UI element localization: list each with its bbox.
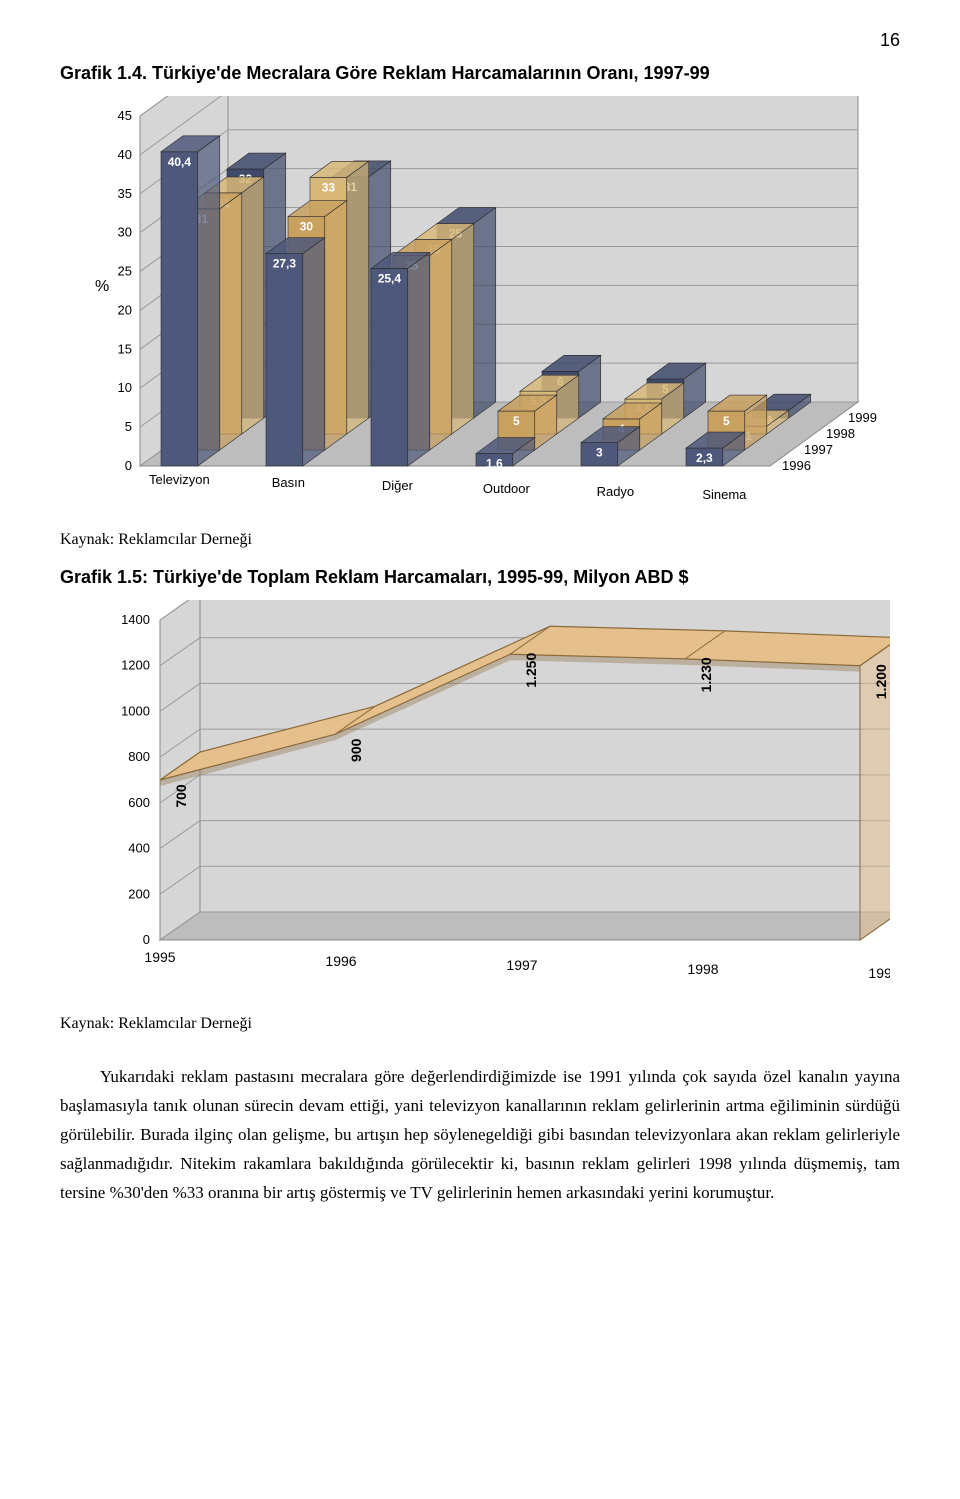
svg-text:1.250: 1.250 (523, 653, 539, 688)
svg-text:1998: 1998 (687, 961, 718, 977)
svg-text:25,4: 25,4 (378, 271, 402, 285)
svg-text:1.200: 1.200 (873, 664, 889, 699)
chart1-container: 051015202530354045%32313140,4Televizyon3… (70, 96, 890, 521)
svg-text:45: 45 (118, 108, 132, 123)
svg-text:1997: 1997 (506, 957, 537, 973)
svg-text:1998: 1998 (826, 426, 855, 441)
svg-text:0: 0 (143, 932, 150, 947)
chart2-source: Kaynak: Reklamcılar Derneği (60, 1015, 900, 1033)
svg-text:0: 0 (125, 458, 132, 473)
chart2-container: 0 200 400 600 800 1000 1200 1400 700 900 1.250 1.23… (70, 600, 890, 1005)
svg-text:25: 25 (118, 264, 132, 279)
svg-text:700: 700 (173, 784, 189, 808)
svg-text:27,3: 27,3 (273, 257, 297, 271)
body-paragraph: Yukarıdaki reklam pastasını mecralara gö… (60, 1063, 900, 1207)
chart2-svg: 0 200 400 600 800 1000 1200 1400 700 900 1.250 1.23… (70, 600, 890, 1000)
svg-text:5: 5 (513, 414, 520, 428)
svg-text:10: 10 (118, 380, 132, 395)
svg-text:20: 20 (118, 302, 132, 317)
svg-text:200: 200 (128, 886, 150, 901)
svg-text:3: 3 (596, 446, 603, 460)
svg-text:1999: 1999 (848, 410, 877, 425)
chart1-title: Grafik 1.4. Türkiye'de Mecralara Göre Re… (60, 63, 900, 84)
svg-text:900: 900 (348, 738, 364, 762)
svg-text:5: 5 (125, 419, 132, 434)
svg-text:30: 30 (118, 225, 132, 240)
svg-text:400: 400 (128, 841, 150, 856)
svg-text:40: 40 (118, 147, 132, 162)
svg-text:40,4: 40,4 (168, 155, 192, 169)
svg-text:35: 35 (118, 186, 132, 201)
svg-text:15: 15 (118, 341, 132, 356)
svg-text:600: 600 (128, 795, 150, 810)
svg-text:1,6: 1,6 (486, 457, 503, 471)
svg-text:Outdoor: Outdoor (483, 481, 531, 496)
svg-text:1.230: 1.230 (698, 657, 714, 692)
svg-text:1999: 1999 (868, 965, 890, 981)
chart2-title: Grafik 1.5: Türkiye'de Toplam Reklam Har… (60, 567, 900, 588)
svg-text:Televizyon: Televizyon (149, 472, 210, 487)
svg-text:1000: 1000 (121, 703, 150, 718)
chart1-source: Kaynak: Reklamcılar Derneği (60, 531, 900, 549)
svg-text:1997: 1997 (804, 442, 833, 457)
svg-text:800: 800 (128, 749, 150, 764)
svg-text:%: % (95, 278, 109, 295)
svg-text:Sinema: Sinema (702, 487, 747, 502)
svg-text:Radyo: Radyo (597, 484, 635, 499)
svg-text:1200: 1200 (121, 658, 150, 673)
svg-text:33: 33 (322, 180, 336, 194)
svg-text:1996: 1996 (782, 458, 811, 473)
svg-text:2,3: 2,3 (696, 451, 713, 465)
svg-text:1995: 1995 (144, 949, 175, 965)
page-number: 16 (60, 30, 900, 51)
svg-text:1400: 1400 (121, 612, 150, 627)
svg-text:1996: 1996 (325, 953, 356, 969)
chart1-svg: 051015202530354045%32313140,4Televizyon3… (70, 96, 890, 516)
svg-text:30: 30 (300, 220, 314, 234)
svg-text:Basın: Basın (272, 475, 305, 490)
svg-text:Diğer: Diğer (382, 478, 414, 493)
svg-text:5: 5 (723, 414, 730, 428)
